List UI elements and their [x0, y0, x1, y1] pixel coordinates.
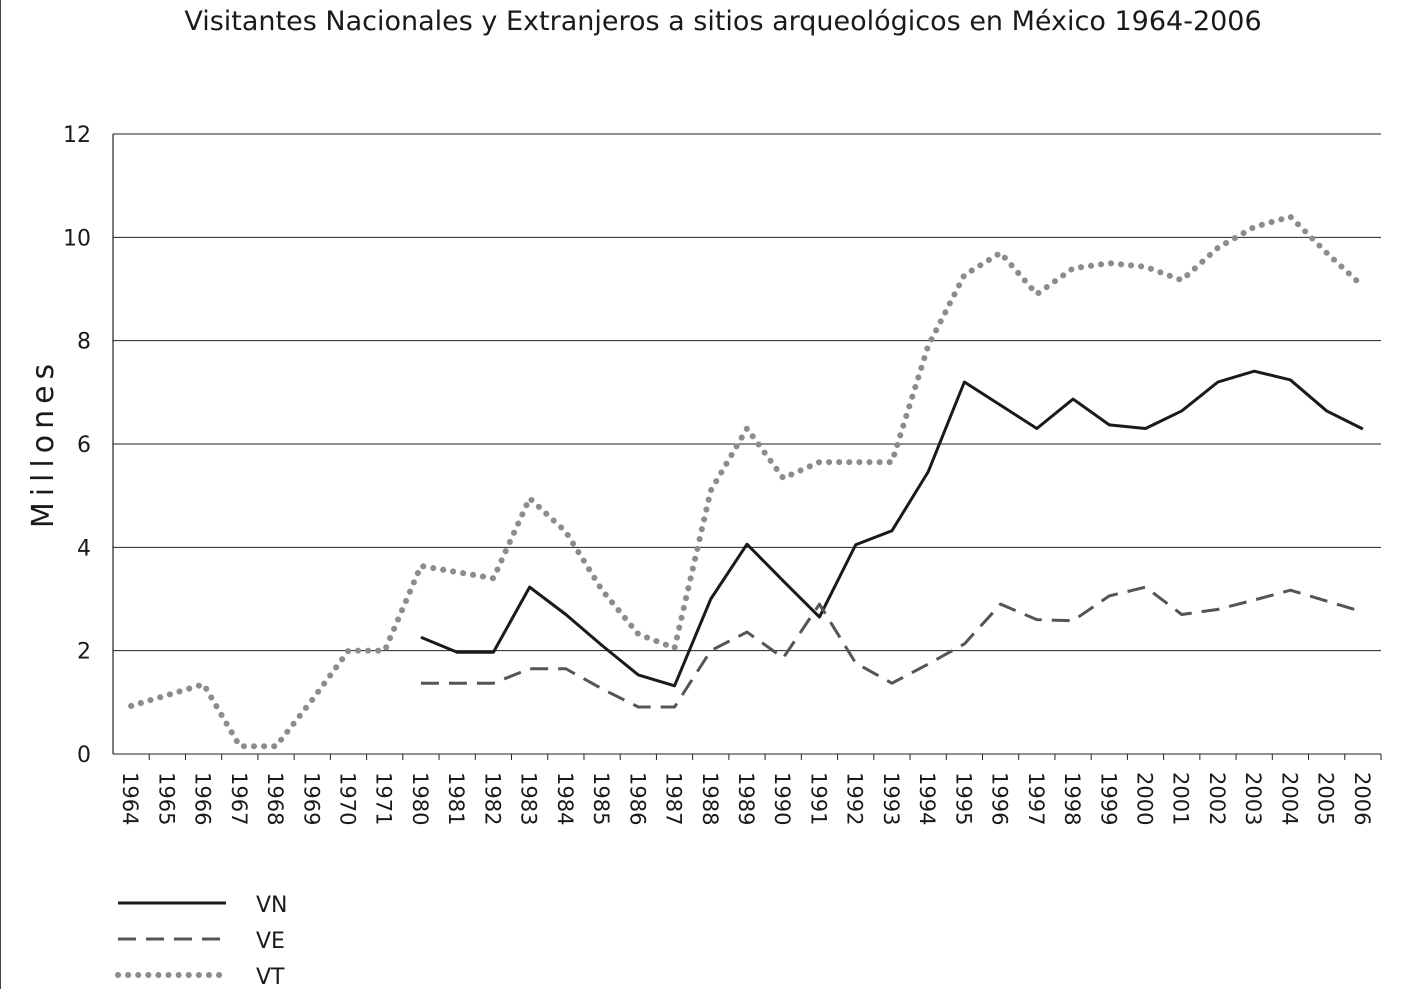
x-tick-label: 1987 — [662, 772, 686, 825]
x-tick-label: 2004 — [1277, 772, 1301, 825]
y-tick-label: 6 — [77, 433, 91, 458]
x-tick-label: 1999 — [1096, 772, 1120, 825]
x-tick-label: 1984 — [553, 772, 577, 825]
x-tick-label: 1986 — [625, 772, 649, 825]
chart-title: Visitantes Nacionales y Extranjeros a si… — [184, 6, 1261, 37]
x-tick-label: 2000 — [1133, 772, 1157, 825]
x-tick-label: 1996 — [988, 772, 1012, 825]
x-tick-label: 1980 — [408, 772, 432, 825]
x-tick-label: 1982 — [480, 772, 504, 825]
x-tick-label: 2002 — [1205, 772, 1229, 825]
x-tick-label: 2003 — [1241, 772, 1265, 825]
x-tick-label: 1995 — [951, 772, 975, 825]
x-tick-label: 1983 — [517, 772, 541, 825]
x-tick-label: 1966 — [191, 772, 215, 825]
x-tick-label: 1990 — [770, 772, 794, 825]
x-tick-label: 1993 — [879, 772, 903, 825]
x-tick-label: 1968 — [263, 772, 287, 825]
x-tick-label: 1967 — [227, 772, 251, 825]
y-tick-label: 10 — [63, 226, 91, 251]
y-tick-label: 0 — [77, 743, 91, 768]
x-tick-label: 1964 — [118, 772, 142, 825]
series-line-VE — [420, 585, 1364, 709]
x-tick-label: 1992 — [843, 772, 867, 825]
series-line-VT — [128, 213, 1366, 750]
series-line-VN — [420, 369, 1364, 688]
x-tick-label: 2005 — [1314, 772, 1338, 825]
x-tick-label: 1971 — [372, 772, 396, 825]
x-tick-label: 1985 — [589, 772, 613, 825]
x-tick-label: 1965 — [154, 772, 178, 825]
x-tick-label: 1998 — [1060, 772, 1084, 825]
x-tick-label: 1994 — [915, 772, 939, 825]
y-tick-label: 12 — [63, 123, 91, 148]
x-tick-label: 1981 — [444, 772, 468, 825]
legend-label-VT: VT — [256, 965, 285, 989]
legend-label-VN: VN — [256, 893, 288, 918]
y-tick-label: 4 — [77, 536, 91, 561]
x-tick-label: 1997 — [1024, 772, 1048, 825]
x-tick-label: 2001 — [1169, 772, 1193, 825]
x-tick-label: 1969 — [299, 772, 323, 825]
legend-label-VE: VE — [256, 929, 285, 954]
y-axis-label: Millones — [26, 358, 61, 528]
y-tick-label: 8 — [77, 330, 91, 355]
x-tick-label: 1988 — [698, 772, 722, 825]
x-tick-label: 1970 — [335, 772, 359, 825]
x-tick-label: 1989 — [734, 772, 758, 825]
x-tick-label: 1991 — [806, 772, 830, 825]
x-tick-label: 2006 — [1350, 772, 1374, 825]
y-tick-label: 2 — [77, 640, 91, 665]
